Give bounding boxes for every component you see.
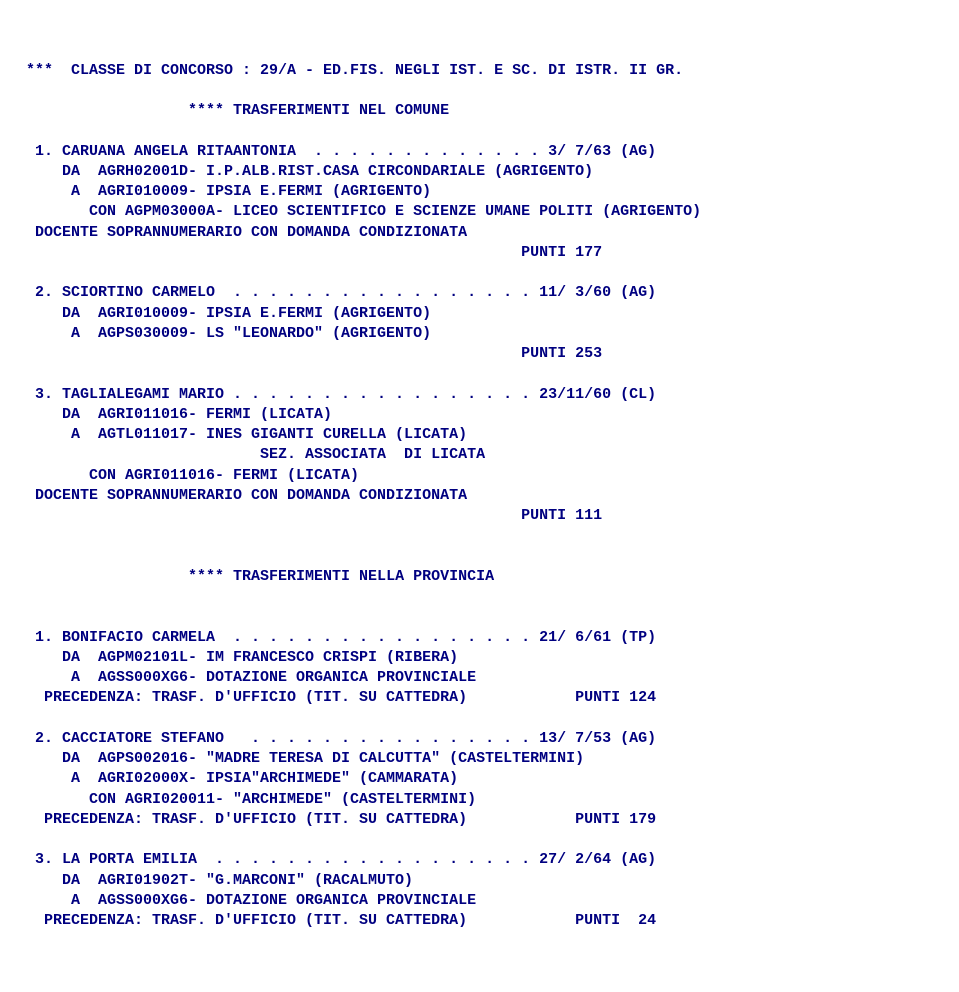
entry-line: CON AGPM03000A- LICEO SCIENTIFICO E SCIE…: [26, 203, 701, 220]
section-title-provincia: **** TRASFERIMENTI NELLA PROVINCIA: [188, 568, 494, 585]
entry-line: 2. SCIORTINO CARMELO . . . . . . . . . .…: [26, 284, 656, 301]
entry-line: DA AGPM02101L- IM FRANCESCO CRISPI (RIBE…: [26, 649, 458, 666]
class-header: *** CLASSE DI CONCORSO : 29/A - ED.FIS. …: [26, 62, 683, 79]
entry-points: PUNTI 177: [26, 244, 602, 261]
entry-points: PRECEDENZA: TRASF. D'UFFICIO (TIT. SU CA…: [26, 811, 656, 828]
entry-line: CON AGRI011016- FERMI (LICATA): [26, 467, 359, 484]
entry-line: A AGSS000XG6- DOTAZIONE ORGANICA PROVINC…: [26, 892, 476, 909]
entry-line: DA AGRI010009- IPSIA E.FERMI (AGRIGENTO): [26, 305, 431, 322]
entry-line: DOCENTE SOPRANNUMERARIO CON DOMANDA COND…: [26, 224, 467, 241]
entry-line: A AGSS000XG6- DOTAZIONE ORGANICA PROVINC…: [26, 669, 476, 686]
entry-line: 3. TAGLIALEGAMI MARIO . . . . . . . . . …: [26, 386, 656, 403]
entry-line: DA AGPS002016- "MADRE TERESA DI CALCUTTA…: [26, 750, 584, 767]
section-title-comune: **** TRASFERIMENTI NEL COMUNE: [188, 102, 449, 119]
entry-line: CON AGRI020011- "ARCHIMEDE" (CASTELTERMI…: [26, 791, 476, 808]
entry-points: PRECEDENZA: TRASF. D'UFFICIO (TIT. SU CA…: [26, 912, 656, 929]
entry-line: DOCENTE SOPRANNUMERARIO CON DOMANDA COND…: [26, 487, 467, 504]
entry-line: A AGRI010009- IPSIA E.FERMI (AGRIGENTO): [26, 183, 431, 200]
entry-line: 1. CARUANA ANGELA RITAANTONIA . . . . . …: [35, 143, 656, 160]
entry-line: SEZ. ASSOCIATA DI LICATA: [26, 446, 485, 463]
entry-line: A AGRI02000X- IPSIA"ARCHIMEDE" (CAMMARAT…: [26, 770, 458, 787]
entry-points: PUNTI 253: [26, 345, 602, 362]
entry-line: 2. CACCIATORE STEFANO . . . . . . . . . …: [26, 730, 656, 747]
entry-line: DA AGRI01902T- "G.MARCONI" (RACALMUTO): [26, 872, 413, 889]
entry-line: DA AGRH02001D- I.P.ALB.RIST.CASA CIRCOND…: [26, 163, 593, 180]
entry-line: A AGPS030009- LS "LEONARDO" (AGRIGENTO): [26, 325, 431, 342]
entry-line: A AGTL011017- INES GIGANTI CURELLA (LICA…: [26, 426, 467, 443]
entry-line: 3. LA PORTA EMILIA . . . . . . . . . . .…: [26, 851, 656, 868]
entry-points: PRECEDENZA: TRASF. D'UFFICIO (TIT. SU CA…: [26, 689, 656, 706]
entry-line: 1. BONIFACIO CARMELA . . . . . . . . . .…: [26, 629, 656, 646]
entry-points: PUNTI 111: [26, 507, 602, 524]
entry-line: DA AGRI011016- FERMI (LICATA): [26, 406, 332, 423]
